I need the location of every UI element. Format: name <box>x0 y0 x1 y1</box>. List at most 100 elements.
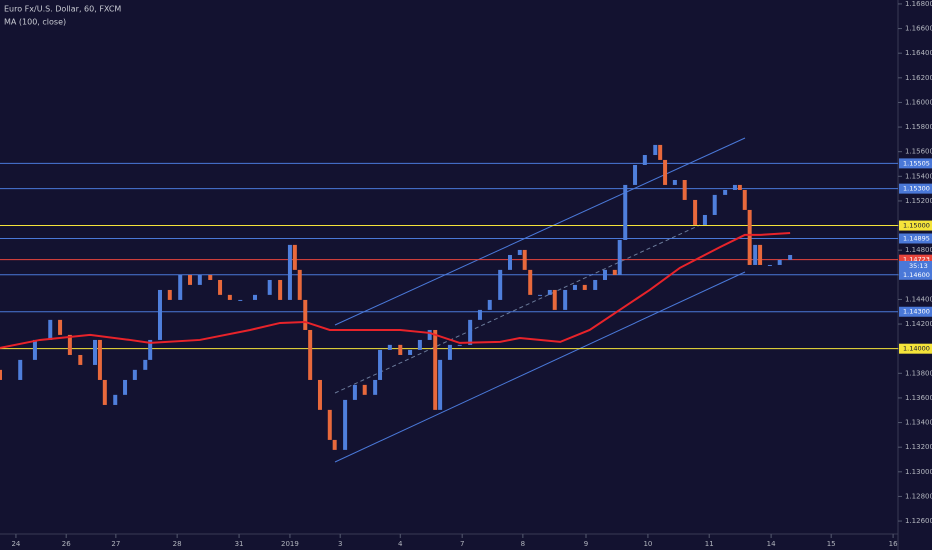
candle-body <box>593 279 598 290</box>
candle-body <box>758 244 763 265</box>
candle-body <box>753 244 758 265</box>
candle-body <box>563 289 568 310</box>
channel-lower <box>334 271 746 463</box>
candle-body <box>48 319 53 340</box>
y-tick-label: 1.12600 <box>905 517 932 525</box>
candle-body <box>143 359 148 370</box>
candle-body <box>747 209 752 265</box>
candle-body <box>113 394 118 405</box>
price-level-tag <box>899 158 932 169</box>
candle-body <box>723 189 728 195</box>
x-tick-label: 2019 <box>281 540 299 548</box>
y-tick-label: 1.13200 <box>905 443 932 451</box>
y-tick-label: 1.14800 <box>905 246 932 254</box>
candle-body <box>287 244 292 300</box>
y-tick-label: 1.13400 <box>905 419 932 427</box>
candle-body <box>252 294 257 300</box>
candle-body <box>327 409 332 440</box>
price-level-label: 1.15300 <box>903 185 930 193</box>
price-level-tag <box>899 254 932 265</box>
candle-body <box>378 349 383 380</box>
candle-body <box>373 379 378 395</box>
candle-body <box>438 359 443 410</box>
x-tick-label: 26 <box>62 540 71 548</box>
candle-body <box>58 319 63 335</box>
candle-body <box>188 274 193 285</box>
x-tick-label: 10 <box>643 540 652 548</box>
indicator-legend: MA (100, close) <box>4 18 66 27</box>
candle-body <box>78 354 83 365</box>
candle-body <box>67 334 72 355</box>
candle-body <box>498 269 503 300</box>
moving-average <box>0 231 791 349</box>
candle-body <box>427 329 432 340</box>
candle-body <box>477 309 482 320</box>
y-tick-label: 1.13000 <box>905 468 932 476</box>
candle-body <box>303 299 308 330</box>
price-level-label: 1.15000 <box>903 222 930 230</box>
candle-body <box>633 164 638 185</box>
price-level-tag <box>899 233 932 244</box>
x-tick-label: 3 <box>338 540 342 548</box>
candle-body <box>18 359 23 380</box>
candle-body <box>343 399 348 450</box>
candle-body <box>447 344 452 360</box>
candle-body <box>487 299 492 310</box>
y-tick-label: 1.15800 <box>905 123 932 131</box>
candle-body <box>672 180 677 185</box>
candle-body <box>522 249 527 270</box>
candle-body <box>702 214 707 225</box>
y-tick-label: 1.16200 <box>905 74 932 82</box>
candle-body <box>517 249 522 255</box>
x-tick-label: 4 <box>398 540 403 548</box>
candle-body <box>777 259 782 265</box>
x-tick-label: 7 <box>460 540 464 548</box>
candle-body <box>742 189 747 210</box>
x-tick-label: 15 <box>827 540 836 548</box>
candle-body <box>682 180 687 200</box>
candle-body <box>238 299 243 301</box>
candle-body <box>552 289 557 310</box>
channel-upper <box>334 137 746 326</box>
candle-body <box>603 269 608 280</box>
y-tick-label: 1.14200 <box>905 320 932 328</box>
candle-body <box>267 279 272 295</box>
candle-body <box>623 184 628 240</box>
candle-body <box>362 384 367 395</box>
price-level-label: 1.14300 <box>903 308 930 316</box>
x-tick-label: 24 <box>11 540 20 548</box>
candle-body <box>97 339 102 380</box>
candle-body <box>123 379 128 395</box>
candle-body <box>417 339 422 350</box>
candle-body <box>408 349 413 355</box>
candle-body <box>572 284 577 290</box>
y-tick-label: 1.15600 <box>905 148 932 156</box>
price-level-label: 1.15505 <box>903 159 930 167</box>
price-level-label: 1.14600 <box>903 271 930 279</box>
y-tick-label: 1.13800 <box>905 369 932 377</box>
candle-body <box>218 279 223 295</box>
candle-body <box>398 344 403 355</box>
candle-body <box>653 144 658 156</box>
candle-body <box>712 194 717 215</box>
candle-body <box>387 344 392 350</box>
candle-body <box>788 254 793 260</box>
chart-title: Euro Fx/U.S. Dollar, 60, FXCM <box>4 5 121 14</box>
price-level-label: 1.14723 <box>903 256 930 264</box>
candle-body <box>167 289 172 300</box>
candle-body <box>457 344 462 346</box>
candle-body <box>642 155 647 165</box>
candle-body <box>468 319 473 345</box>
price-level-label: 1.14000 <box>903 345 930 353</box>
candle-body <box>693 199 698 225</box>
candle-body <box>528 269 533 295</box>
price-level-tag <box>899 343 932 354</box>
candle-body <box>612 269 617 275</box>
y-tick-label: 1.13600 <box>905 394 932 402</box>
candle-body <box>767 264 772 266</box>
countdown-tag <box>899 260 932 271</box>
price-level-tag <box>899 269 932 280</box>
candle-body <box>582 284 587 290</box>
candle-body <box>278 279 283 300</box>
candle-body <box>227 294 232 300</box>
